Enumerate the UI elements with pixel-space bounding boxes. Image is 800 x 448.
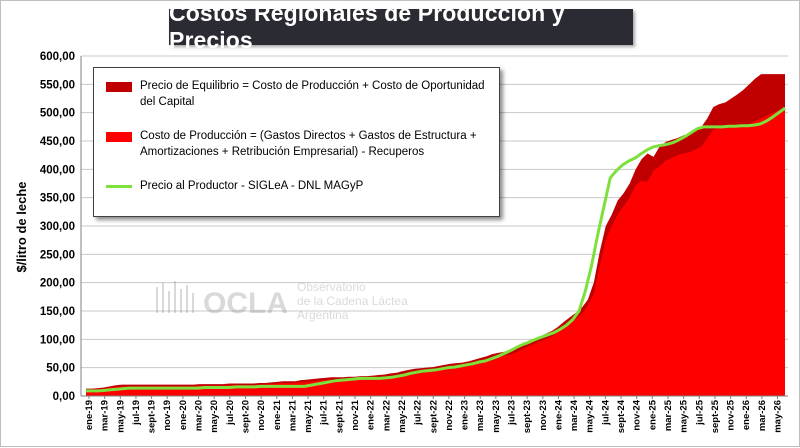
x-tick-label: ene-26 [741, 400, 752, 430]
x-tick-label: nov-24 [632, 399, 643, 430]
legend-item-produccion: Costo de Producción = (Gastos Directos +… [94, 128, 494, 162]
y-tick-label: 200,00 [40, 278, 75, 290]
x-tick-label: jul-20 [225, 400, 236, 426]
y-tick-label: 50,00 [46, 363, 75, 375]
y-tick-label: 100,00 [40, 334, 75, 346]
y-tick-label: 550,00 [40, 79, 75, 91]
x-tick-label: ene-21 [272, 399, 283, 430]
ocla-logo-icon: OCLA Observatorio de la Cadena Láctea Ar… [156, 280, 408, 322]
x-tick-label: jul-21 [319, 399, 330, 426]
series-lines [86, 106, 786, 393]
y-tick-label: 0,00 [53, 391, 75, 403]
x-tick-label: nov-20 [256, 400, 267, 431]
series-line-precio-productor [86, 106, 786, 393]
watermark-brand: OCLA [203, 287, 288, 320]
legend-label-productor: Precio al Productor - SIGLeA - DNL MAGyP [140, 180, 364, 192]
series-areas [86, 74, 785, 396]
x-tick-label: sept-25 [710, 399, 721, 433]
x-tick-label: may-19 [115, 400, 126, 433]
x-tick-label: ene-20 [178, 400, 189, 430]
x-tick-label: sept-24 [616, 399, 627, 433]
x-tick-label: sept-20 [240, 400, 251, 433]
legend-swatch-productor [106, 185, 132, 188]
y-tick-label: 300,00 [40, 221, 75, 233]
ocla-watermark: OCLA Observatorio de la Cadena Láctea Ar… [151, 273, 411, 333]
series-area-costo-produccion [86, 108, 785, 396]
x-tick-label: sept-19 [147, 400, 158, 433]
x-tick-label: nov-25 [726, 399, 737, 430]
x-tick-label: ene-19 [84, 400, 95, 430]
y-tick-label: 450,00 [40, 136, 75, 148]
x-tick-labels: ene-19 mar-19 may-19 jul-19 sept-19 nov-19 ene… [84, 396, 784, 433]
x-tick-label: mar-26 [757, 400, 768, 431]
x-tick-label: may-21 [303, 399, 314, 432]
x-tick-label: jul-24 [600, 399, 611, 426]
y-tick-label: 150,00 [40, 306, 75, 318]
x-tick-label: sept-23 [522, 400, 533, 433]
x-tick-label: mar-25 [663, 399, 674, 431]
x-tick-label: may-22 [397, 400, 408, 433]
x-tick-label: ene-24 [553, 399, 564, 430]
legend-item-productor: Precio al Productor - SIGLeA - DNL MAGyP [94, 178, 494, 196]
legend-swatch-produccion [106, 132, 132, 142]
x-tick-label: mar-24 [569, 399, 580, 431]
x-tick-label: may-23 [491, 400, 502, 433]
y-tick-label: 600,00 [40, 51, 75, 63]
y-tick-label: 350,00 [40, 193, 75, 205]
x-tick-label: ene-22 [366, 400, 377, 430]
y-tick-label: 500,00 [40, 108, 75, 120]
y-tick-labels: 0,00 50,00 100,00 150,00 200,00 250,00 300,00 3… [40, 51, 75, 403]
x-tick-label: nov-19 [162, 400, 173, 431]
chart-legend: Precio de Equilibrio = Costo de Producci… [93, 67, 500, 217]
x-tick-label: mar-19 [100, 400, 111, 431]
x-tick-label: jul-22 [413, 400, 424, 426]
legend-label-equilibrio: Precio de Equilibrio = Costo de Producci… [140, 80, 485, 108]
watermark-line1: Observatorio [297, 280, 366, 294]
x-tick-label: mar-20 [194, 400, 205, 431]
x-tick-label: nov-23 [538, 400, 549, 431]
x-tick-label: ene-23 [460, 400, 471, 430]
x-tick-label: sept-22 [428, 400, 439, 433]
watermark-line3: Argentina [297, 308, 349, 322]
x-tick-label: may-25 [679, 399, 690, 432]
x-tick-label: jul-19 [131, 400, 142, 426]
x-tick-label: mar-22 [381, 400, 392, 431]
x-tick-label: mar-21 [287, 399, 298, 431]
x-tick-label: jul-25 [694, 399, 705, 426]
x-tick-label: may-24 [585, 399, 596, 432]
x-tick-label: jul-23 [506, 400, 517, 426]
y-tick-label: 400,00 [40, 164, 75, 176]
legend-label-produccion: Costo de Producción = (Gastos Directos +… [140, 130, 477, 158]
x-tick-label: mar-23 [475, 400, 486, 431]
legend-swatch-equilibrio [106, 82, 132, 92]
x-tick-label: nov-21 [350, 399, 361, 430]
watermark-line2: de la Cadena Láctea [297, 294, 408, 308]
x-tick-label: may-26 [773, 400, 784, 433]
legend-item-equilibrio: Precio de Equilibrio = Costo de Producci… [94, 78, 494, 112]
x-tick-label: may-20 [209, 400, 220, 433]
x-tick-label: nov-22 [444, 400, 455, 431]
x-tick-label: ene-25 [647, 399, 658, 430]
x-tick-label: sept-21 [334, 399, 345, 433]
y-tick-label: 250,00 [40, 249, 75, 261]
